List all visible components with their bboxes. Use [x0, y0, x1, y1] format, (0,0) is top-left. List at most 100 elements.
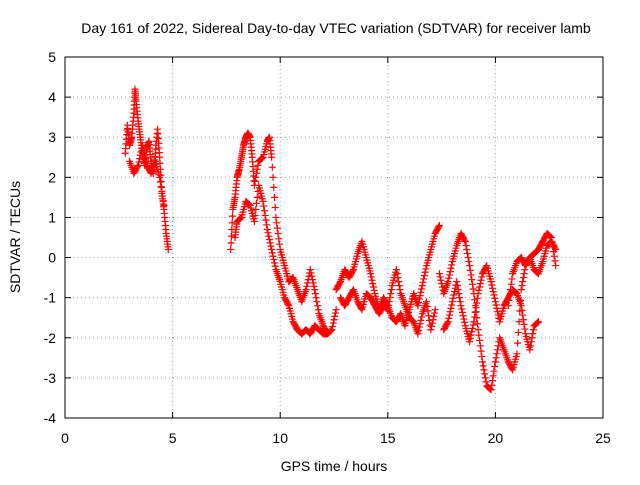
data-point-marker [306, 266, 314, 274]
data-point-marker [489, 377, 497, 385]
data-point-marker [253, 199, 261, 207]
data-point-marker [466, 262, 474, 270]
data-point-marker [260, 202, 268, 210]
data-point-marker [273, 219, 281, 227]
y-tick-label: 1 [48, 209, 56, 225]
data-point-marker [429, 316, 437, 324]
data-point-marker [395, 282, 403, 290]
data-point-marker [418, 313, 426, 321]
data-point-marker [528, 334, 536, 342]
data-point-marker [227, 246, 235, 254]
data-point-marker [455, 290, 463, 298]
data-point-marker [489, 372, 497, 380]
x-axis-label: GPS time / hours [281, 458, 388, 474]
data-point-marker [521, 325, 529, 333]
y-tick-label: -4 [44, 410, 57, 426]
x-tick-label: 10 [272, 430, 288, 446]
data-point-marker [329, 319, 337, 327]
data-point-marker [468, 328, 476, 336]
plot-frame [64, 56, 604, 419]
data-point-marker [506, 286, 514, 294]
data-point-marker [488, 381, 496, 389]
data-point-marker [417, 316, 425, 324]
data-point-marker [269, 252, 277, 260]
data-point-marker [227, 232, 235, 240]
data-point-marker [482, 378, 490, 386]
data-point-marker [492, 354, 500, 362]
data-point-marker [456, 298, 464, 306]
data-point-marker [423, 298, 431, 306]
data-point-marker [471, 313, 479, 321]
data-point-marker [520, 270, 528, 278]
data-point-marker [271, 203, 279, 211]
data-point-marker [265, 232, 273, 240]
data-point-marker [418, 282, 426, 290]
data-point-marker [459, 312, 467, 320]
data-point-marker [245, 200, 253, 208]
data-point-marker [479, 362, 487, 370]
data-point-marker [228, 219, 236, 227]
data-point-marker [534, 318, 542, 326]
data-series [227, 129, 340, 338]
data-series [126, 141, 168, 209]
data-point-marker [139, 145, 147, 153]
data-point-marker [270, 259, 278, 267]
data-point-marker [312, 294, 320, 302]
data-point-marker [421, 268, 429, 276]
data-point-marker [314, 302, 322, 310]
data-point-marker [259, 197, 267, 205]
grid [65, 57, 603, 418]
data-point-marker [482, 263, 490, 271]
data-point-marker [453, 282, 461, 290]
data-point-marker [475, 286, 483, 294]
data-point-marker [237, 214, 245, 222]
data-point-marker [469, 285, 477, 293]
data-point-marker [445, 314, 453, 322]
data-point-marker [245, 201, 253, 209]
data-point-marker [160, 201, 168, 209]
data-point-marker [490, 291, 498, 299]
data-point-marker [481, 374, 489, 382]
data-point-marker [309, 279, 317, 287]
data-point-marker [494, 308, 502, 316]
data-point-marker [396, 286, 404, 294]
data-point-marker [517, 286, 525, 294]
data-point-marker [384, 306, 392, 314]
data-point-marker [529, 326, 537, 334]
data-point-marker [367, 270, 375, 278]
data-point-marker [476, 342, 484, 350]
data-point-marker [430, 312, 438, 320]
data-point-marker [383, 305, 391, 313]
data-point-marker [392, 266, 400, 274]
data-point-marker [393, 270, 401, 278]
data-point-marker [414, 302, 422, 310]
data-point-marker [236, 215, 244, 223]
data-point-marker [303, 282, 311, 290]
data-point-marker [481, 370, 489, 378]
data-point-marker [491, 358, 499, 366]
data-point-marker [486, 385, 494, 393]
data-point-marker [478, 273, 486, 281]
data-point-marker [253, 169, 261, 177]
data-point-marker [461, 238, 469, 246]
data-point-marker [445, 271, 453, 279]
data-point-marker [466, 266, 474, 274]
x-tick-label: 20 [488, 430, 504, 446]
data-point-marker [529, 330, 537, 338]
data-point-marker [446, 308, 454, 316]
data-point-marker [267, 242, 275, 250]
data-point-marker [468, 280, 476, 288]
data-point-marker [138, 141, 146, 149]
data-point-marker [415, 295, 423, 303]
data-point-marker [551, 257, 559, 265]
y-tick-label: -1 [44, 290, 57, 306]
data-point-marker [469, 321, 477, 329]
data-series [440, 262, 542, 354]
data-point-marker [263, 225, 271, 233]
data-point-marker [470, 318, 478, 326]
data-point-marker [435, 223, 443, 231]
data-point-marker [514, 328, 522, 336]
data-point-marker [428, 322, 436, 330]
data-point-marker [156, 173, 164, 181]
data-point-marker [514, 339, 522, 347]
